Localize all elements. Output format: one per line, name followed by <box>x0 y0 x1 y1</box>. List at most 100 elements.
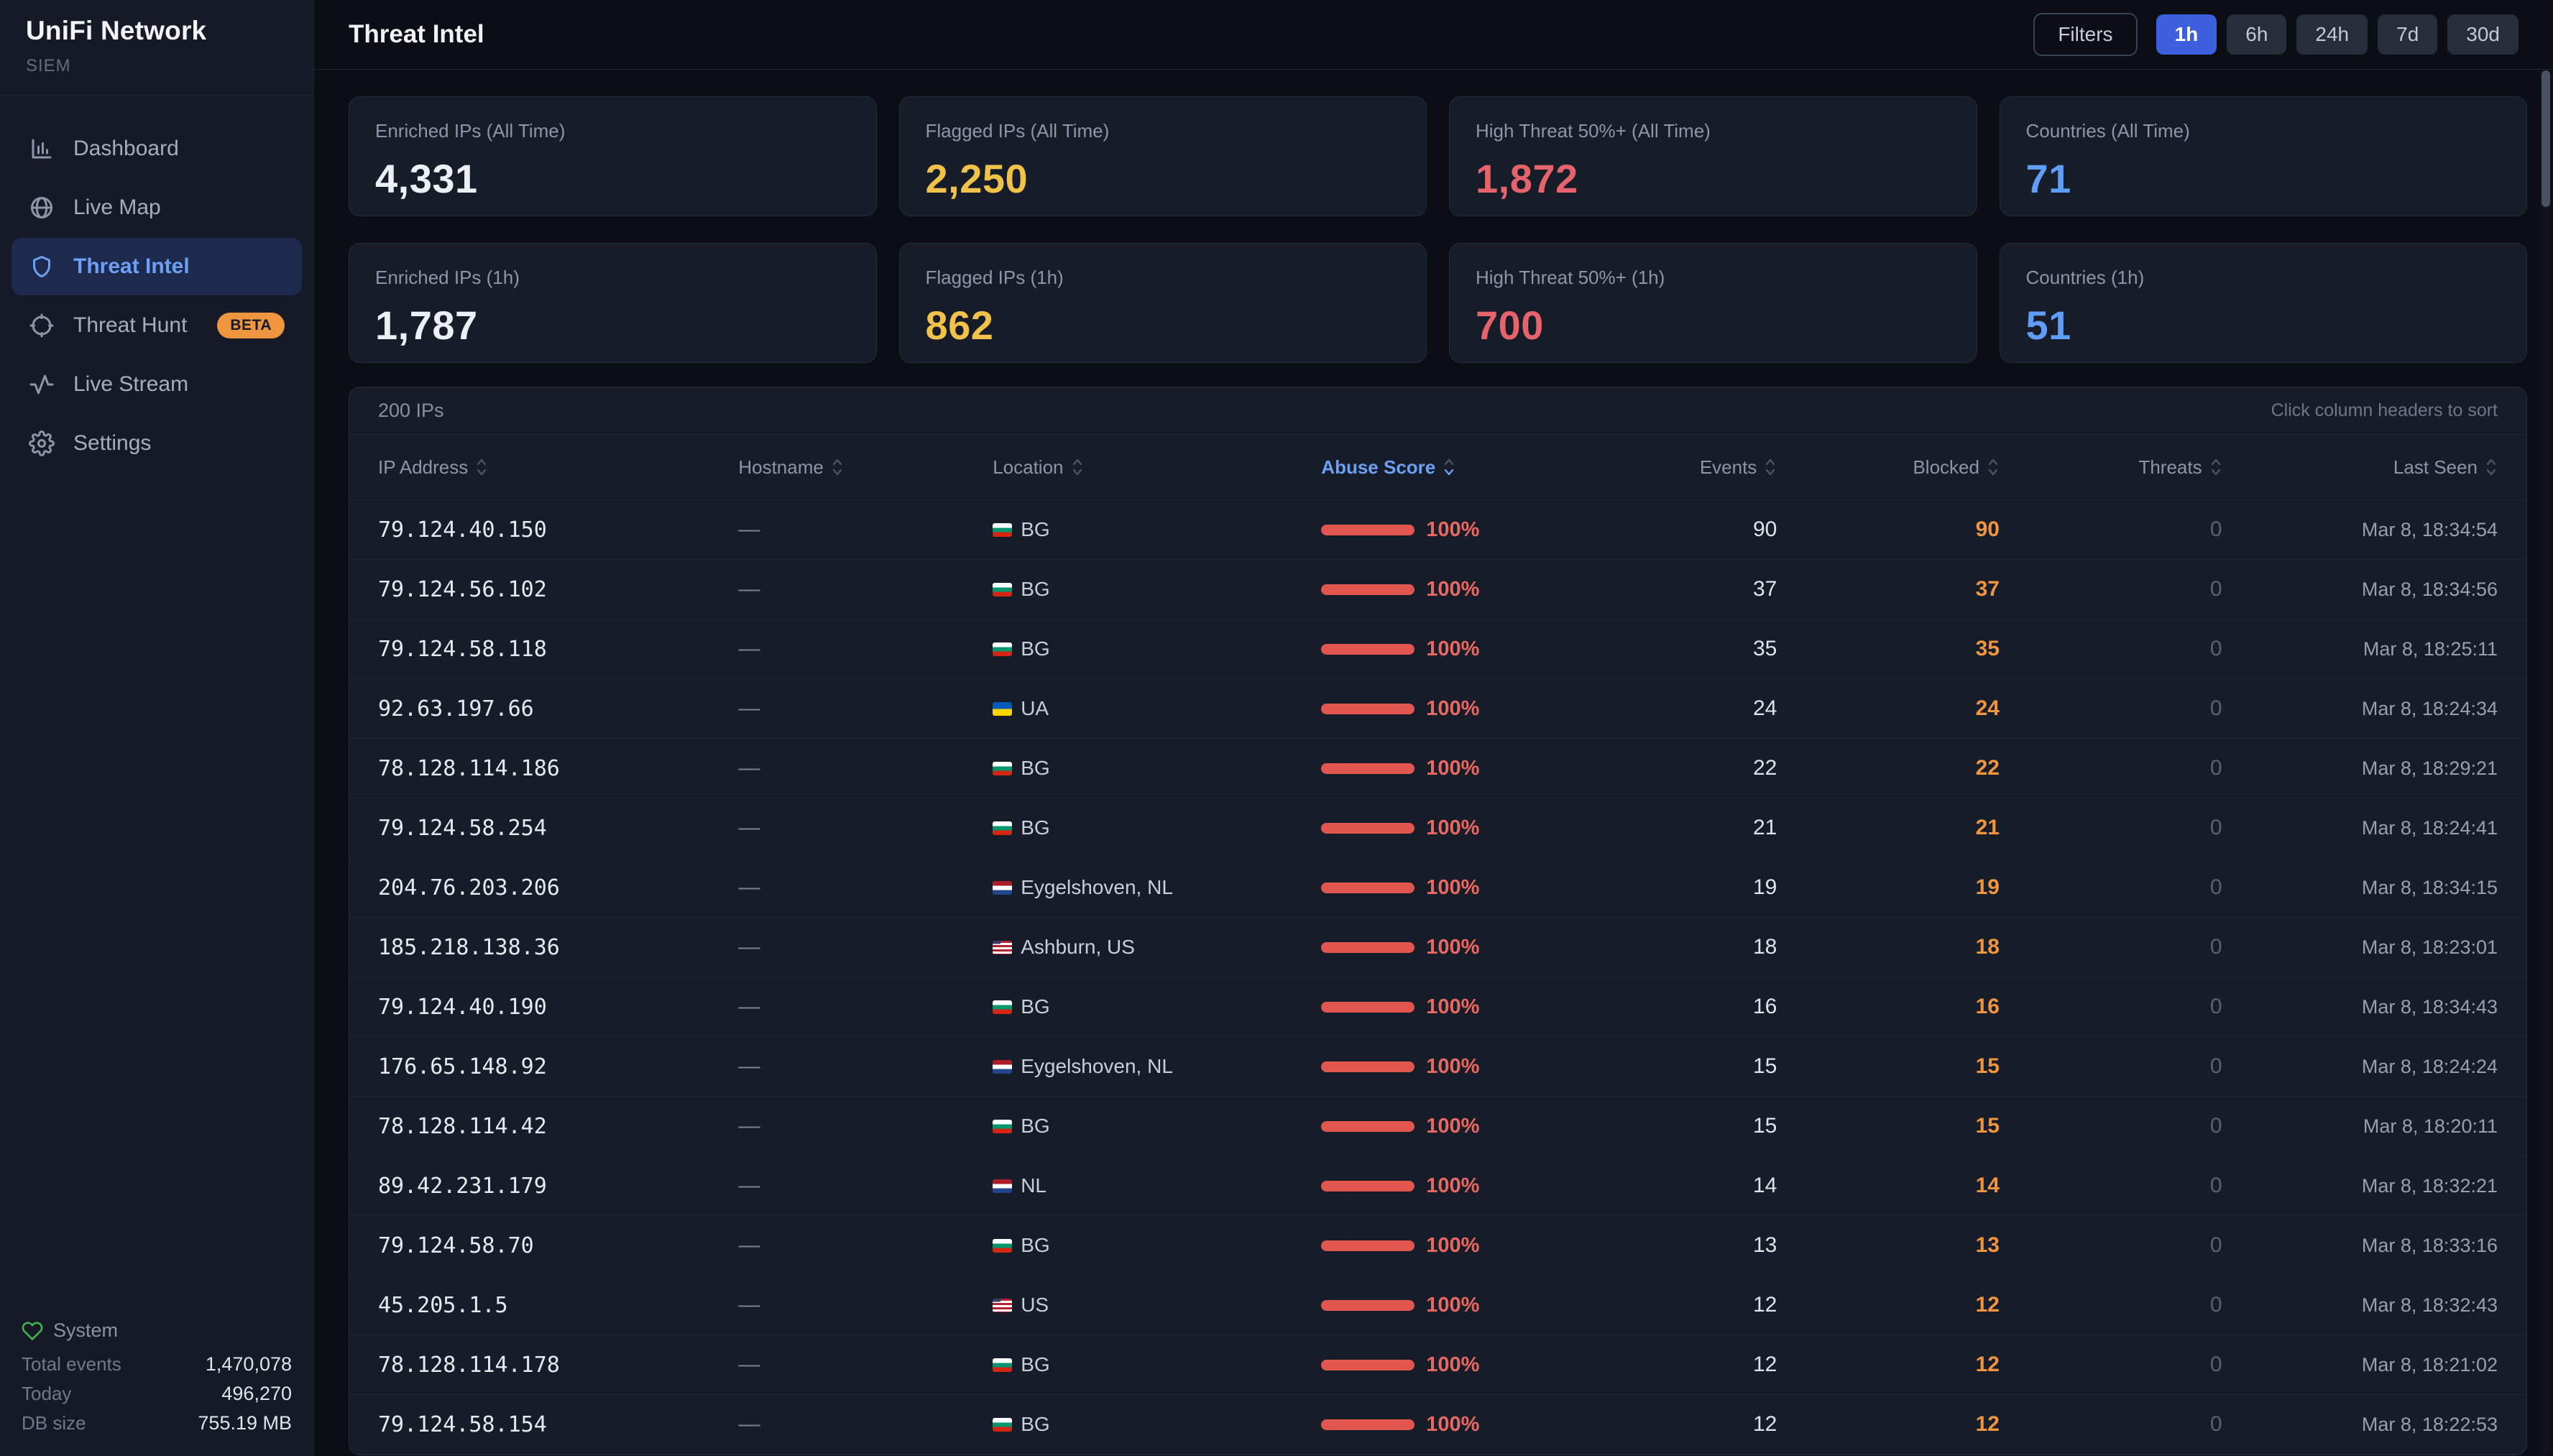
time-range-30d[interactable]: 30d <box>2447 14 2518 55</box>
country-flag-icon <box>993 880 1013 895</box>
heart-icon <box>22 1322 43 1340</box>
abuse-score-bar <box>1321 1299 1415 1311</box>
location-cell: NL <box>993 1174 1321 1197</box>
column-header-abuse-score[interactable]: Abuse Score <box>1321 456 1576 479</box>
table-row[interactable]: 79.124.56.102 — BG 100% 37 37 0 Mar 8, 1… <box>349 560 2526 619</box>
sidebar-item-live-map[interactable]: Live Map <box>12 179 302 236</box>
ip-address-cell: 176.65.148.92 <box>378 1054 547 1079</box>
table-row[interactable]: 79.124.58.154 — BG 100% 12 12 0 Mar 8, 1… <box>349 1395 2526 1455</box>
abuse-score-cell: 100% <box>1321 995 1576 1019</box>
sidebar-item-label: Live Stream <box>73 372 189 396</box>
location-cell: BG <box>993 1115 1321 1138</box>
country-flag-icon <box>993 1358 1013 1372</box>
table-row[interactable]: 79.124.58.118 — BG 100% 35 35 0 Mar 8, 1… <box>349 619 2526 679</box>
blocked-cell: 15 <box>1975 1054 2000 1078</box>
last-seen-cell: Mar 8, 18:23:01 <box>2361 936 2498 958</box>
column-header-location[interactable]: Location <box>993 456 1321 479</box>
column-header-blocked[interactable]: Blocked <box>1777 456 2000 479</box>
ip-address-cell: 79.124.58.118 <box>378 636 547 662</box>
vertical-scrollbar[interactable] <box>2540 70 2552 1456</box>
table-row[interactable]: 185.218.138.36 — Ashburn, US 100% 18 18 … <box>349 918 2526 977</box>
country-flag-icon <box>993 582 1013 596</box>
threats-cell: 0 <box>2209 1293 2222 1317</box>
sidebar-item-threat-hunt[interactable]: Threat Hunt BETA <box>12 297 302 354</box>
column-header-events[interactable]: Events <box>1576 456 1777 479</box>
country-flag-icon <box>993 1179 1013 1193</box>
blocked-cell: 12 <box>1975 1353 2000 1376</box>
abuse-score-percent: 100% <box>1426 577 1480 601</box>
sidebar-item-dashboard[interactable]: Dashboard <box>12 120 302 178</box>
sidebar-item-settings[interactable]: Settings <box>12 415 302 472</box>
last-seen-cell: Mar 8, 18:21:02 <box>2361 1353 2498 1376</box>
sidebar-item-label: Settings <box>73 431 152 455</box>
system-row-db-size: DB size 755.19 MB <box>22 1412 292 1434</box>
abuse-score-bar <box>1321 1359 1415 1370</box>
table-row[interactable]: 176.65.148.92 — Eygelshoven, NL 100% 15 … <box>349 1037 2526 1097</box>
time-range-24h[interactable]: 24h <box>2296 14 2368 55</box>
abuse-score-cell: 100% <box>1321 1115 1576 1138</box>
sidebar-item-label: Threat Hunt <box>73 313 188 337</box>
abuse-score-cell: 100% <box>1321 816 1576 840</box>
ip-address-cell: 89.42.231.179 <box>378 1173 547 1199</box>
table-row[interactable]: 89.42.231.179 — NL 100% 14 14 0 Mar 8, 1… <box>349 1156 2526 1216</box>
sidebar-item-threat-intel[interactable]: Threat Intel <box>12 238 302 295</box>
time-range-7d[interactable]: 7d <box>2378 14 2438 55</box>
blocked-cell: 15 <box>1975 1114 2000 1138</box>
app-subtitle: SIEM <box>26 56 71 75</box>
blocked-cell: 12 <box>1975 1293 2000 1317</box>
table-row[interactable]: 78.128.114.178 — BG 100% 12 12 0 Mar 8, … <box>349 1335 2526 1395</box>
stat-card: High Threat 50%+ (All Time) 1,872 <box>1449 96 1977 216</box>
country-flag-icon <box>993 1000 1013 1014</box>
events-cell: 18 <box>1752 935 1777 959</box>
table-row[interactable]: 79.124.40.150 — BG 100% 90 90 0 Mar 8, 1… <box>349 500 2526 560</box>
sidebar-header: UniFi Network SIEM <box>0 0 313 96</box>
column-header-last-seen[interactable]: Last Seen <box>2222 456 2498 479</box>
table-body: 79.124.40.150 — BG 100% 90 90 0 Mar 8, 1… <box>349 500 2526 1455</box>
scrollbar-thumb[interactable] <box>2542 70 2550 207</box>
sidebar-item-live-stream[interactable]: Live Stream <box>12 356 302 413</box>
hostname-cell: — <box>738 1233 760 1257</box>
abuse-score-bar <box>1321 1001 1415 1013</box>
page-title: Threat Intel <box>349 20 484 48</box>
time-range-6h[interactable]: 6h <box>2227 14 2287 55</box>
last-seen-cell: Mar 8, 18:34:54 <box>2361 518 2498 540</box>
table-row[interactable]: 79.124.58.254 — BG 100% 21 21 0 Mar 8, 1… <box>349 798 2526 858</box>
table-row[interactable]: 79.124.58.70 — BG 100% 13 13 0 Mar 8, 18… <box>349 1216 2526 1276</box>
ip-address-cell: 78.128.114.42 <box>378 1113 547 1139</box>
table-row[interactable]: 92.63.197.66 — UA 100% 24 24 0 Mar 8, 18… <box>349 679 2526 739</box>
last-seen-cell: Mar 8, 18:24:41 <box>2361 816 2498 839</box>
column-header-ip-address[interactable]: IP Address <box>378 456 738 479</box>
table-row[interactable]: 204.76.203.206 — Eygelshoven, NL 100% 19… <box>349 858 2526 918</box>
threats-cell: 0 <box>2209 517 2222 541</box>
last-seen-cell: Mar 8, 18:32:43 <box>2361 1294 2498 1316</box>
stat-value: 700 <box>1476 303 1544 348</box>
location-cell: BG <box>993 816 1321 839</box>
events-cell: 19 <box>1752 875 1777 899</box>
abuse-score-percent: 100% <box>1426 995 1480 1018</box>
abuse-score-bar <box>1321 1180 1415 1192</box>
abuse-score-cell: 100% <box>1321 1174 1576 1198</box>
column-header-hostname[interactable]: Hostname <box>738 456 993 479</box>
hostname-cell: — <box>738 995 760 1018</box>
abuse-score-percent: 100% <box>1426 756 1480 780</box>
stat-label: Countries (All Time) <box>2025 120 2190 142</box>
filters-button[interactable]: Filters <box>2033 13 2138 56</box>
table-row[interactable]: 79.124.40.190 — BG 100% 16 16 0 Mar 8, 1… <box>349 977 2526 1037</box>
abuse-score-bar <box>1321 1061 1415 1072</box>
table-row[interactable]: 45.205.1.5 — US 100% 12 12 0 Mar 8, 18:3… <box>349 1276 2526 1335</box>
abuse-score-percent: 100% <box>1426 517 1480 541</box>
main-area: Threat Intel Filters 1h 6h 24h 7d 30d En… <box>314 0 2553 1456</box>
abuse-score-percent: 100% <box>1426 935 1480 959</box>
abuse-score-bar <box>1321 1240 1415 1251</box>
table-row[interactable]: 78.128.114.186 — BG 100% 22 22 0 Mar 8, … <box>349 739 2526 798</box>
abuse-score-percent: 100% <box>1426 1174 1480 1197</box>
location-text: BG <box>1021 1234 1050 1256</box>
table-row[interactable]: 78.128.114.42 — BG 100% 15 15 0 Mar 8, 1… <box>349 1097 2526 1156</box>
shield-icon <box>33 256 50 277</box>
last-seen-cell: Mar 8, 18:24:24 <box>2361 1055 2498 1077</box>
crosshair-icon <box>29 313 54 338</box>
time-range-1h[interactable]: 1h <box>2156 14 2217 55</box>
abuse-score-cell: 100% <box>1321 936 1576 959</box>
location-cell: US <box>993 1294 1321 1317</box>
column-header-threats[interactable]: Threats <box>2000 456 2222 479</box>
